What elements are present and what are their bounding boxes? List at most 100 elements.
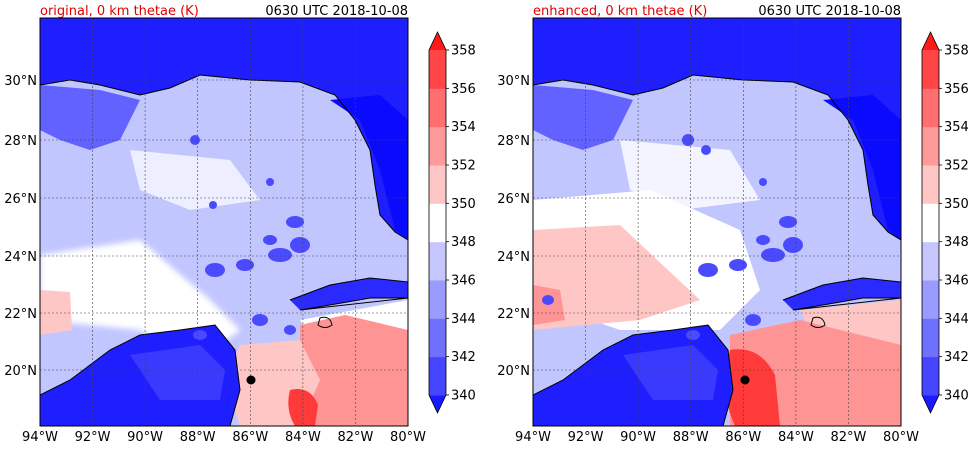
storm-center-marker: [246, 375, 256, 385]
colorbar-band: [922, 50, 939, 89]
colorbar-band: [429, 165, 446, 204]
svg-text:88°W: 88°W: [673, 430, 709, 445]
colorbar-tick-label: 344: [944, 312, 969, 327]
colorbar-band: [429, 241, 446, 281]
svg-text:80°W: 80°W: [883, 430, 919, 445]
map-area: [533, 18, 901, 426]
colorbar-tick-label: 350: [451, 197, 476, 212]
colorbar-extend-low: [922, 395, 939, 413]
svg-text:92°W: 92°W: [568, 430, 604, 445]
svg-text:82°W: 82°W: [337, 430, 373, 445]
panel-title: original, 0 km thetae (K): [40, 4, 199, 19]
svg-text:30°N: 30°N: [497, 74, 530, 89]
svg-text:20°N: 20°N: [4, 364, 37, 379]
colorbar-tick-label: 342: [944, 350, 969, 365]
svg-text:30°N: 30°N: [4, 74, 37, 89]
colorbar-extend-high: [429, 32, 446, 50]
map-area: [40, 18, 408, 426]
map-panel-original: original, 0 km thetae (K) 0630 UTC 2018-…: [4, 4, 426, 445]
colorbar-tick-label: 352: [451, 159, 476, 174]
svg-text:88°W: 88°W: [180, 430, 216, 445]
colorbar-band: [429, 50, 446, 89]
svg-text:86°W: 86°W: [232, 430, 268, 445]
svg-text:82°W: 82°W: [830, 430, 866, 445]
panel-time-label: 0630 UTC 2018-10-08: [265, 4, 408, 19]
svg-text:84°W: 84°W: [778, 430, 814, 445]
colorbar-band: [429, 203, 446, 243]
colorbar-tick-label: 358: [451, 44, 476, 59]
svg-text:80°W: 80°W: [390, 430, 426, 445]
panel-title: enhanced, 0 km thetae (K): [533, 4, 707, 19]
lon-tick-labels: 94°W 92°W 90°W 88°W 86°W 84°W 82°W 80°W: [515, 430, 919, 445]
svg-text:20°N: 20°N: [497, 364, 530, 379]
coastline: [289, 277, 408, 311]
warm-zone: [300, 315, 408, 426]
colorbar-tick-label: 348: [944, 235, 969, 250]
colorbar-tick-label: 342: [451, 350, 476, 365]
coastline: [533, 74, 901, 241]
convective-cells: [190, 135, 310, 340]
storm-center-marker: [740, 375, 750, 385]
svg-text:24°N: 24°N: [4, 250, 37, 265]
colorbar-band: [429, 318, 446, 358]
coastline: [533, 324, 734, 426]
warm-zone: [533, 225, 700, 330]
colorbar-band: [429, 126, 446, 166]
colorbar-band: [922, 165, 939, 204]
svg-text:22°N: 22°N: [497, 307, 530, 322]
lon-tick-labels: 94°W 92°W 90°W 88°W 86°W 84°W 82°W 80°W: [22, 430, 426, 445]
svg-text:22°N: 22°N: [4, 307, 37, 322]
colorbar-original: 340 342 344 346 348 350 352 354 356 358: [428, 31, 476, 414]
svg-text:24°N: 24°N: [497, 250, 530, 265]
colorbar-band: [922, 280, 939, 319]
colorbar-band: [922, 318, 939, 358]
colorbar-band: [429, 280, 446, 319]
svg-text:84°W: 84°W: [285, 430, 321, 445]
svg-text:92°W: 92°W: [75, 430, 111, 445]
svg-text:90°W: 90°W: [620, 430, 656, 445]
coastline: [40, 324, 241, 426]
colorbar-band: [922, 203, 939, 243]
colorbar-tick-label: 346: [944, 274, 969, 289]
colorbar-tick-label: 346: [451, 274, 476, 289]
svg-text:86°W: 86°W: [725, 430, 761, 445]
svg-text:94°W: 94°W: [515, 430, 551, 445]
colorbar-tick-label: 344: [451, 312, 476, 327]
us-land: [533, 18, 901, 240]
svg-text:94°W: 94°W: [22, 430, 58, 445]
panel-time-label: 0630 UTC 2018-10-08: [758, 4, 901, 19]
coastline: [782, 277, 901, 311]
colorbar-extend-low: [429, 395, 446, 413]
svg-text:90°W: 90°W: [127, 430, 163, 445]
svg-text:28°N: 28°N: [497, 134, 530, 149]
colorbar-tick-label: 350: [944, 197, 969, 212]
colorbar-extend-high: [922, 32, 939, 50]
colorbar-tick-label: 348: [451, 235, 476, 250]
svg-text:26°N: 26°N: [497, 192, 530, 207]
cuba-land: [783, 278, 901, 310]
colorbar-tick-label: 352: [944, 159, 969, 174]
colorbar-band: [922, 241, 939, 281]
colorbar-band: [922, 356, 939, 396]
cuba-land: [290, 278, 408, 310]
gridlines: [533, 18, 901, 426]
coastline: [40, 74, 408, 241]
colorbar-band: [922, 88, 939, 128]
map-panel-enhanced: enhanced, 0 km thetae (K) 0630 UTC 2018-…: [497, 4, 919, 445]
hot-core: [726, 349, 780, 426]
colorbar-band: [922, 126, 939, 166]
colorbar-band: [429, 356, 446, 396]
lat-tick-labels: 20°N 22°N 24°N 26°N 28°N 30°N: [497, 74, 530, 379]
colorbar-tick-label: 354: [944, 120, 969, 135]
warm-zone: [40, 290, 72, 335]
us-land: [40, 18, 408, 240]
lat-tick-labels: 20°N 22°N 24°N 26°N 28°N 30°N: [4, 74, 37, 379]
gridlines: [40, 18, 408, 426]
colorbar-tick-label: 356: [451, 82, 476, 97]
colorbar-tick-label: 356: [944, 82, 969, 97]
colorbar-band: [429, 88, 446, 128]
colorbar-enhanced: 340 342 344 346 348 350 352 354 356 358: [921, 31, 969, 414]
convective-cells: [542, 134, 803, 340]
colorbar-tick-label: 340: [451, 389, 476, 404]
